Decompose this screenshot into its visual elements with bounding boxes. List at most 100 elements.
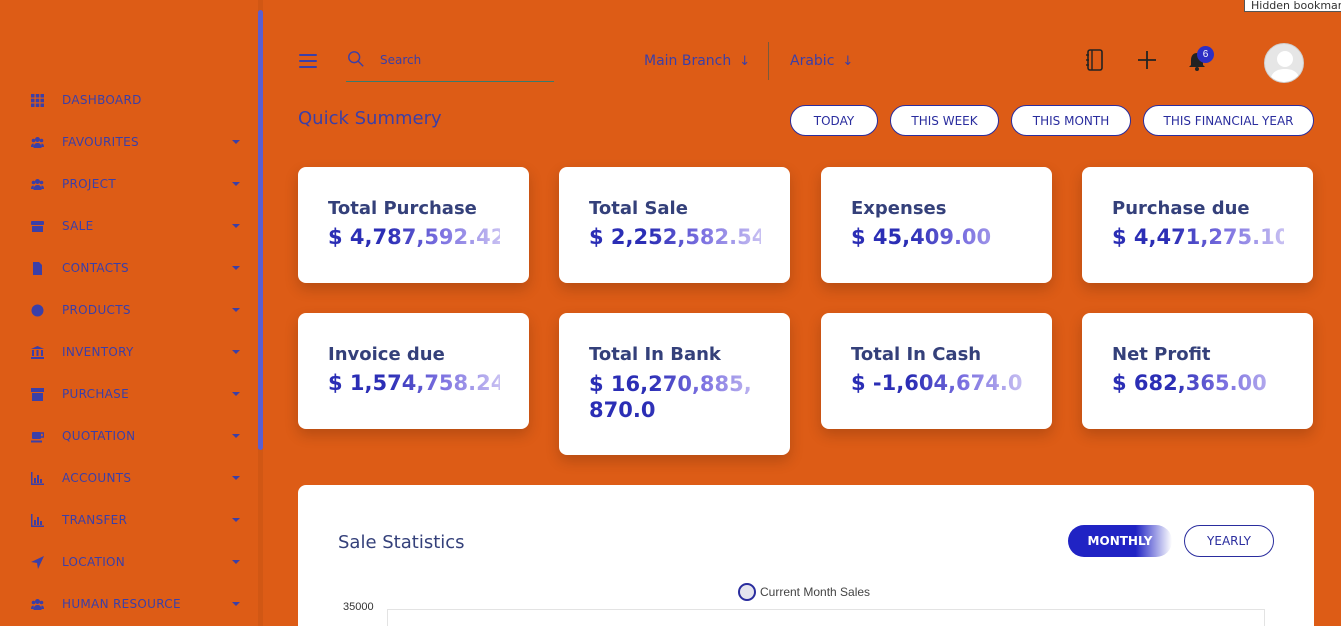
arrow-down-icon: ↓: [739, 53, 751, 69]
summary-card-title: Total In Cash: [851, 344, 982, 365]
caret-down-icon: [232, 518, 240, 522]
y-axis-tick-label: 35000: [343, 601, 374, 613]
summary-card-total-in-cash[interactable]: Total In Cash $ -1,604,674.00: [821, 313, 1052, 429]
user-silhouette-icon: [1270, 51, 1300, 82]
sidebar-item-accounts[interactable]: ACCOUNTS: [0, 457, 258, 499]
cup-icon: [30, 429, 44, 443]
summary-card-title: Invoice due: [328, 344, 445, 365]
hamburger-line: [299, 60, 317, 62]
summary-card-value: $ 4,471,275.10: [1112, 225, 1284, 249]
summary-card-invoice-due[interactable]: Invoice due $ 1,574,758.24: [298, 313, 529, 429]
sidebar-item-products[interactable]: PRODUCTS: [0, 289, 258, 331]
sidebar-item-label: TRANSFER: [62, 513, 128, 527]
quick-summary-title: Quick Summery: [298, 108, 442, 129]
summary-card-expenses[interactable]: Expenses $ 45,409.00: [821, 167, 1052, 283]
plus-icon[interactable]: [1137, 50, 1157, 70]
sidebar-item-contacts[interactable]: CONTACTS: [0, 247, 258, 289]
sidebar-item-label: QUOTATION: [62, 429, 136, 443]
summary-card-title: Net Profit: [1112, 344, 1211, 365]
summary-card-value: $ 45,409.00: [851, 225, 1023, 249]
branch-selector[interactable]: Main Branch ↓: [644, 53, 750, 69]
summary-card-net-profit[interactable]: Net Profit $ 682,365.00: [1082, 313, 1313, 429]
sale-statistics-panel: Sale Statistics MONTHLY YEARLY Current M…: [298, 485, 1314, 626]
chart-icon: [30, 471, 44, 485]
chart-plot-area: [387, 609, 1265, 626]
caret-down-icon: [232, 392, 240, 396]
users-icon: [30, 135, 44, 149]
branch-label: Main Branch: [644, 53, 732, 69]
notebook-icon[interactable]: [1085, 49, 1105, 71]
sidebar-item-label: PURCHASE: [62, 387, 129, 401]
sidebar-item-label: HUMAN RESOURCE: [62, 597, 181, 611]
sidebar-scrollbar-thumb[interactable]: [258, 10, 263, 450]
caret-down-icon: [232, 560, 240, 564]
sidebar-item-project[interactable]: PROJECT: [0, 163, 258, 205]
sidebar-item-label: DASHBOARD: [62, 93, 142, 107]
grid-icon: [30, 93, 44, 107]
summary-card-value: $ 4,787,592.42: [328, 225, 500, 249]
period-button-this-month[interactable]: THIS MONTH: [1011, 105, 1131, 136]
yearly-toggle-button[interactable]: YEARLY: [1184, 525, 1274, 557]
summary-card-title: Expenses: [851, 198, 947, 219]
sidebar-item-label: CONTACTS: [62, 261, 129, 275]
sidebar-item-label: FAVOURITES: [62, 135, 139, 149]
users-icon: [30, 177, 44, 191]
summary-card-value: $ 2,252,582.54: [589, 225, 761, 249]
language-label: Arabic: [790, 53, 835, 69]
summary-card-total-sale[interactable]: Total Sale $ 2,252,582.54: [559, 167, 790, 283]
shop-icon: [30, 387, 44, 401]
sidebar-item-dashboard[interactable]: DASHBOARD: [0, 79, 258, 121]
sidebar-item-purchase[interactable]: PURCHASE: [0, 373, 258, 415]
sidebar-item-quotation[interactable]: QUOTATION: [0, 415, 258, 457]
document-icon: [30, 261, 44, 275]
bank-icon: [30, 345, 44, 359]
summary-card-value: $ 682,365.00: [1112, 371, 1284, 395]
caret-down-icon: [232, 140, 240, 144]
summary-card-title: Total Sale: [589, 198, 688, 219]
summary-card-value: $ 1,574,758.24: [328, 371, 500, 395]
user-avatar[interactable]: [1264, 43, 1304, 83]
users-icon: [30, 597, 44, 611]
caret-down-icon: [232, 308, 240, 312]
period-button-this-financial-year[interactable]: THIS FINANCIAL YEAR: [1143, 105, 1314, 136]
sidebar-item-sale[interactable]: SALE: [0, 205, 258, 247]
header-divider: [768, 42, 769, 80]
summary-card-total-purchase[interactable]: Total Purchase $ 4,787,592.42: [298, 167, 529, 283]
summary-card-value: $ 16,270,885,870.0: [589, 371, 761, 423]
sidebar-item-location[interactable]: LOCATION: [0, 541, 258, 583]
search-input[interactable]: [380, 50, 550, 70]
legend-marker: [738, 583, 756, 601]
search-bar: [346, 48, 554, 82]
sidebar: DASHBOARD FAVOURITES PROJECT SALE CONTACTS PR…: [0, 0, 258, 626]
chart-legend[interactable]: Current Month Sales: [738, 583, 870, 601]
menu-toggle-button[interactable]: [299, 54, 317, 68]
bookmark-tooltip: Hidden bookmar: [1244, 0, 1341, 12]
chart-icon: [30, 513, 44, 527]
sidebar-item-label: PRODUCTS: [62, 303, 131, 317]
monthly-toggle-button[interactable]: MONTHLY: [1068, 525, 1172, 557]
sidebar-item-transfer[interactable]: TRANSFER: [0, 499, 258, 541]
caret-down-icon: [232, 602, 240, 606]
sidebar-item-label: PROJECT: [62, 177, 116, 191]
period-button-today[interactable]: TODAY: [790, 105, 878, 136]
location-arrow-icon: [30, 555, 44, 569]
summary-card-value: $ -1,604,674.00: [851, 371, 1023, 395]
caret-down-icon: [232, 224, 240, 228]
search-icon[interactable]: [347, 50, 365, 68]
caret-down-icon: [232, 350, 240, 354]
summary-card-total-in-bank[interactable]: Total In Bank $ 16,270,885,870.0: [559, 313, 790, 455]
summary-card-purchase-due[interactable]: Purchase due $ 4,471,275.10: [1082, 167, 1313, 283]
summary-card-title: Purchase due: [1112, 198, 1250, 219]
caret-down-icon: [232, 266, 240, 270]
product-icon: [30, 303, 44, 317]
sidebar-item-label: ACCOUNTS: [62, 471, 132, 485]
legend-label: Current Month Sales: [760, 585, 871, 599]
sidebar-nav: DASHBOARD FAVOURITES PROJECT SALE CONTACTS PR…: [0, 79, 258, 625]
sidebar-item-human-resource[interactable]: HUMAN RESOURCE: [0, 583, 258, 625]
sidebar-item-inventory[interactable]: INVENTORY: [0, 331, 258, 373]
sidebar-item-favourites[interactable]: FAVOURITES: [0, 121, 258, 163]
sale-statistics-title: Sale Statistics: [338, 532, 465, 553]
store-icon: [30, 219, 44, 233]
period-button-this-week[interactable]: THIS WEEK: [890, 105, 999, 136]
language-selector[interactable]: Arabic ↓: [790, 53, 853, 69]
